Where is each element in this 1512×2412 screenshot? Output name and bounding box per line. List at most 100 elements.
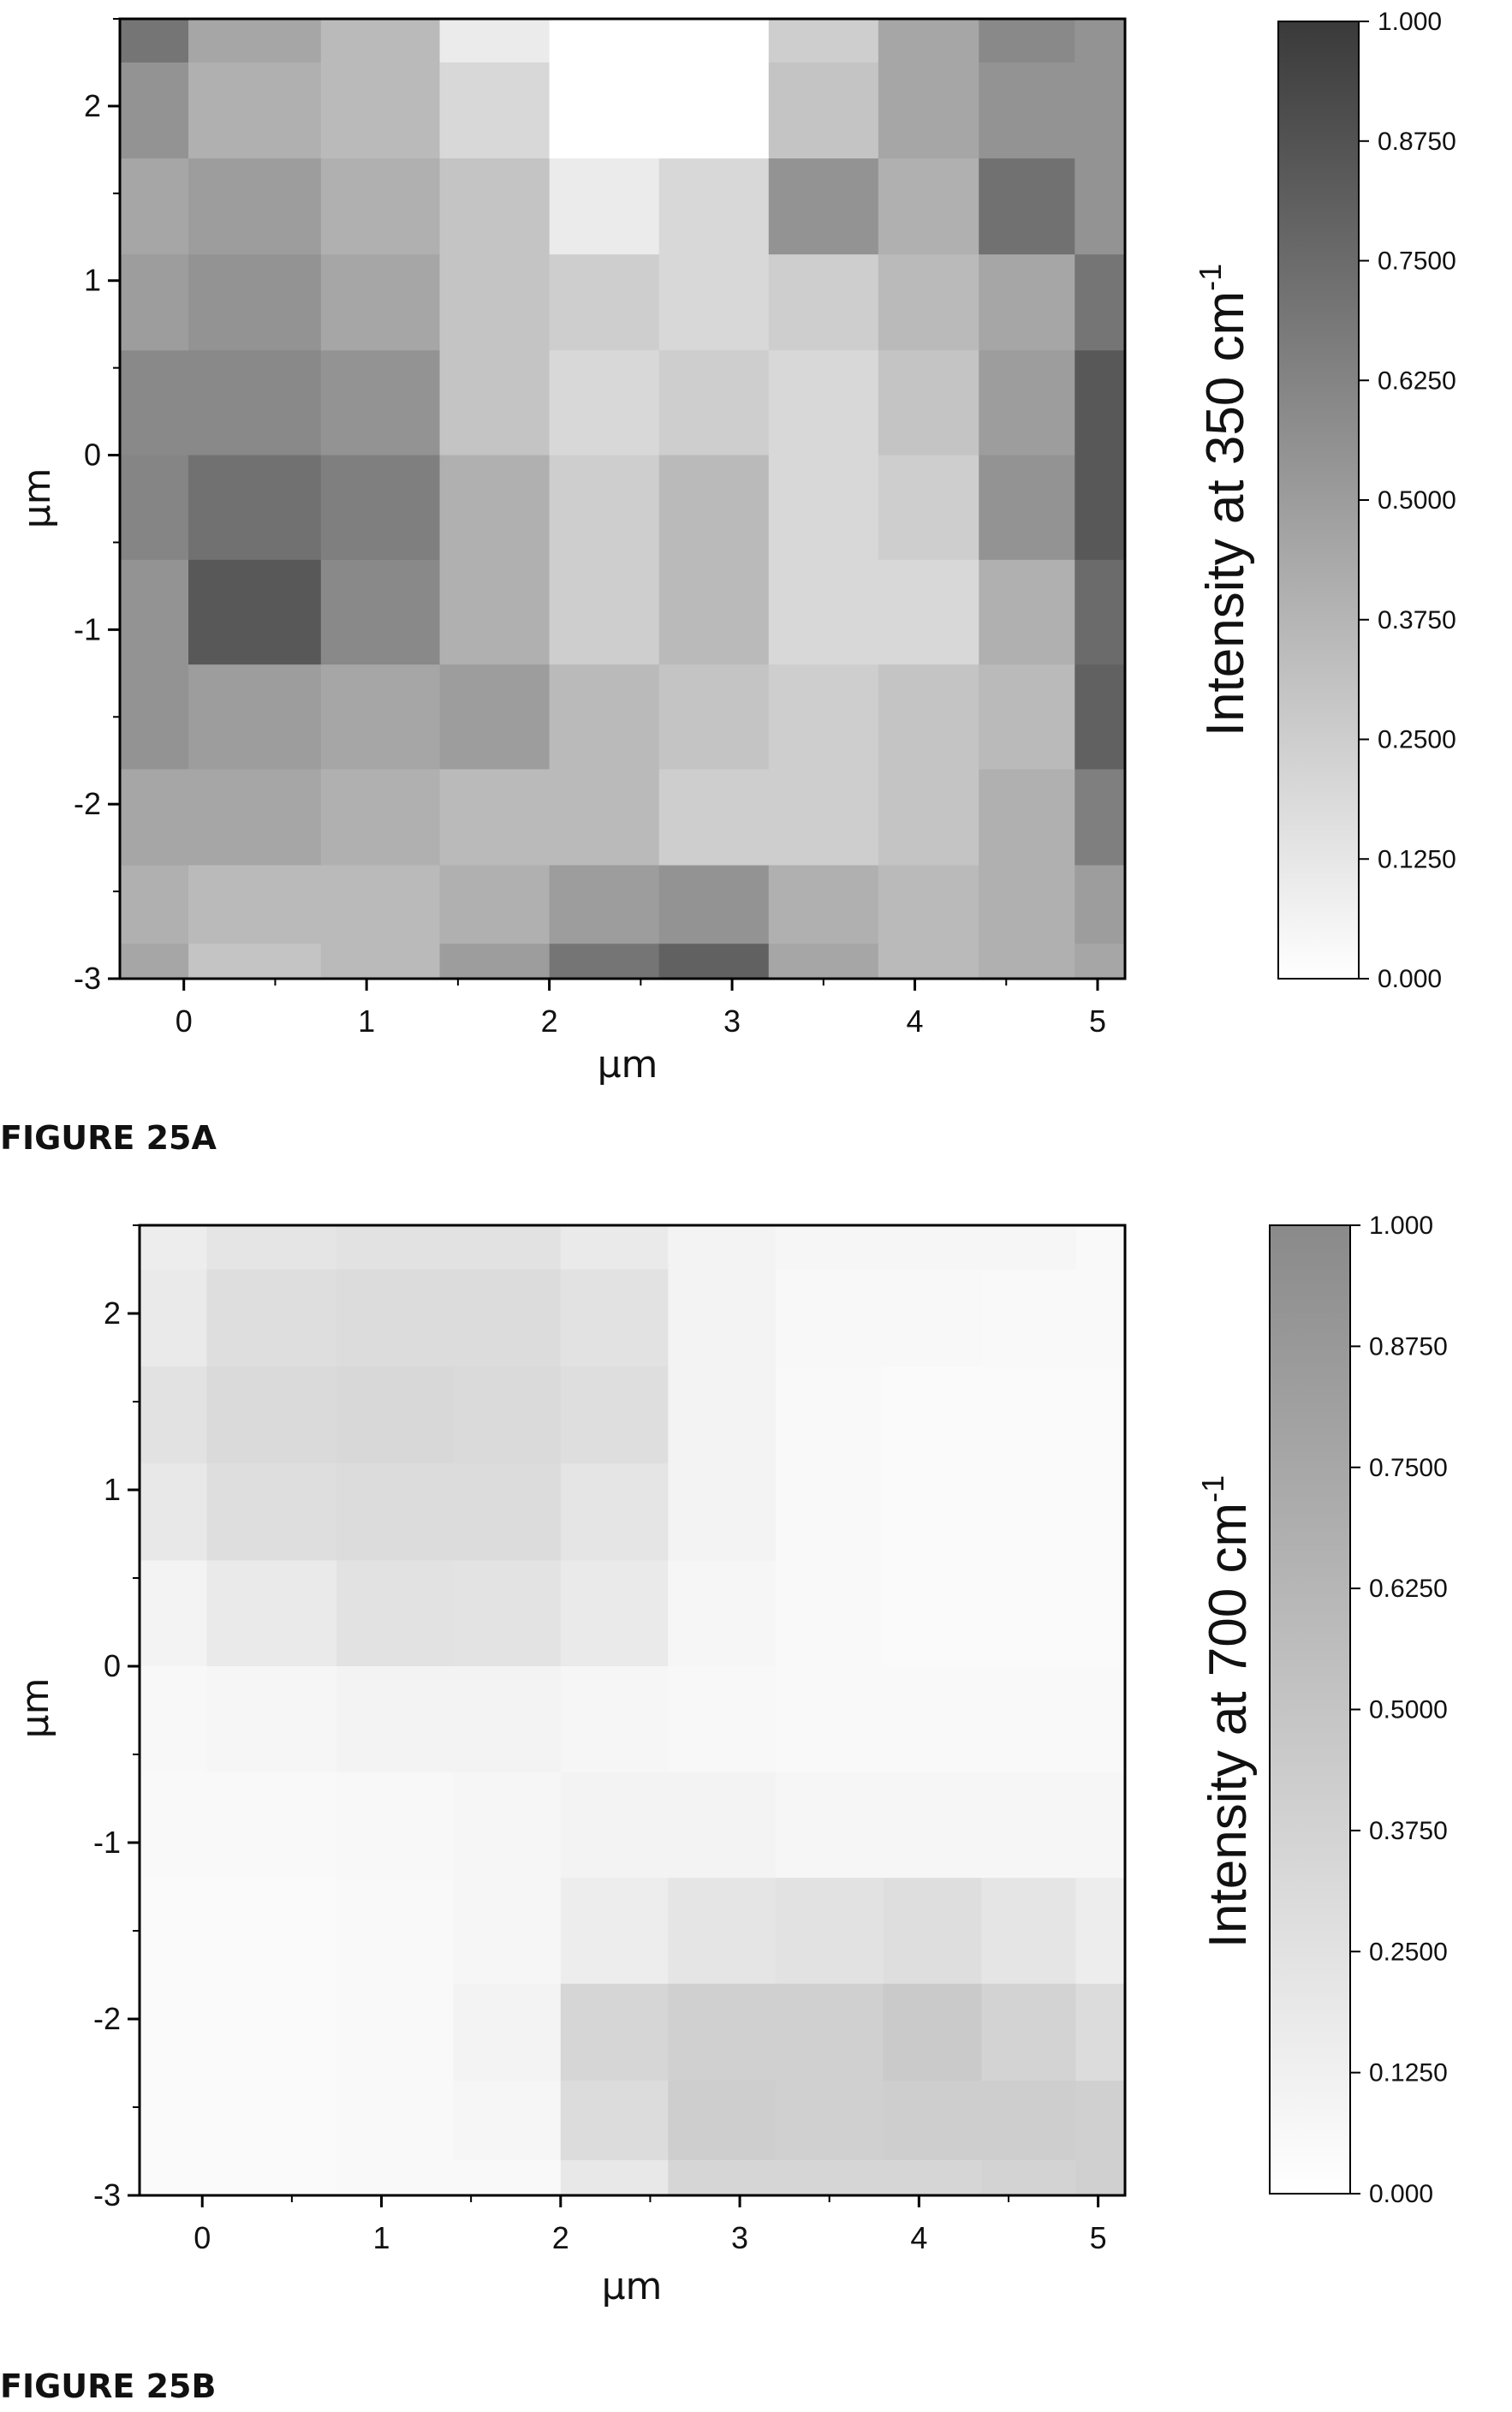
heatmap-cell [120,62,189,159]
heatmap-cell [140,1225,208,1271]
heatmap-cell [883,1560,983,1667]
heatmap-cell [336,1666,454,1773]
heatmap-cell [188,350,322,456]
colorbar-bar-25a [1277,21,1360,980]
heatmap-cell [140,1983,208,2081]
colorbar-25a: 1.000 0.8750 0.7500 0.6250 0.5000 0.3750 0.250… [1193,8,1456,993]
heatmap-cell [1075,1560,1126,1667]
colorbar-tick-label: 0.000 [1369,2180,1433,2208]
figure-label-25b: FIGURE 25B [0,2367,216,2405]
heatmap-cell [658,455,770,561]
heatmap-cell [206,2159,337,2196]
heatmap-cell [140,1878,208,1985]
heatmap-cell [883,2081,983,2161]
heatmap-cell [320,19,441,63]
heatmap-cell [878,865,979,944]
heatmap-cell [775,1666,884,1773]
colorbar-title-25b: Intensity at 700 cm-1 [1195,1475,1258,1948]
y-tick-label: -3 [74,961,101,996]
heatmap-cell [981,1463,1077,1561]
colorbar-tick-label: 0.6250 [1369,1575,1448,1603]
heatmap-cell [439,769,551,867]
heatmap-cell [206,1225,337,1271]
heatmap-cell [883,1366,983,1464]
heatmap-cell [775,2159,884,2196]
heatmap-cell [120,559,189,665]
heatmap-cell [336,2159,454,2196]
heatmap-cell [668,2159,777,2196]
colorbar-tick-label: 0.3750 [1378,606,1456,634]
heatmap-cell [1075,2159,1126,2196]
x-tick-label: 3 [731,2220,748,2255]
heatmap-cell [453,1269,562,1367]
panel-25b: 0 1 2 3 4 5 2 1 0 -1 -2 -3 μm μm 1.000 0.8750 0.7500… [0,1212,1448,2405]
heatmap-cell [439,664,551,771]
heatmap-cell [1075,1269,1126,1367]
colorbar-tick-label: 1.000 [1369,1212,1433,1240]
heatmap-cell [979,158,1075,255]
heatmap-cell [668,1463,777,1561]
heatmap-cell [658,19,770,63]
heatmap-cell [878,62,979,159]
heatmap-cell [336,1269,454,1367]
heatmap-cell [668,1983,777,2081]
colorbar-tick-label: 0.8750 [1369,1332,1448,1361]
heatmap-cell [560,1560,669,1667]
y-tick-label: -3 [93,2177,121,2212]
heatmap-cell [878,664,979,771]
heatmap-cell [668,1366,777,1464]
colorbar-title-text-25b: Intensity at 700 cm [1199,1503,1258,1948]
heatmap-cell [188,559,322,665]
heatmap-cell [883,1666,983,1773]
heatmap-cell [775,1772,884,1879]
heatmap-cell [140,2159,208,2196]
colorbar-tick-label: 0.1250 [1369,2059,1448,2087]
heatmap-cell [439,865,551,944]
plot-frame-25b [138,1224,1127,2197]
heatmap-cell [768,664,879,771]
heatmap-cell [658,664,770,771]
heatmap-cell [320,664,441,771]
y-tick-label: -2 [74,786,101,821]
heatmap-cell [336,1463,454,1561]
heatmap-cell [1074,19,1126,63]
heatmap-cell [336,1878,454,1985]
heatmap-cell [140,1560,208,1667]
colorbar-tick-label: 0.7500 [1369,1454,1448,1482]
colorbar-tick-label: 0.7500 [1378,247,1456,276]
heatmap-cell [206,1366,337,1464]
x-ticks-25a: 0 1 2 3 4 5 [176,979,1106,1039]
colorbar-tick-label: 0.2500 [1369,1938,1448,1966]
heatmap-cell [320,62,441,159]
heatmap-cell [206,1983,337,2081]
heatmap-cell [768,455,879,561]
heatmap-cell [439,455,551,561]
heatmap-cell [979,350,1075,456]
heatmap-cell [883,1269,983,1367]
heatmap-cell [1074,62,1126,159]
heatmap-cell [140,1772,208,1879]
heatmap-cell [1074,254,1126,351]
heatmap-cell [560,1225,669,1271]
heatmap-cell [878,158,979,255]
heatmap-cell [668,2081,777,2161]
heatmap-cell [120,455,189,561]
heatmap-cell [768,62,879,159]
colorbar-tick-label: 0.2500 [1378,726,1456,754]
heatmap-cell [775,1463,884,1561]
heatmap-cell [883,1878,983,1985]
heatmap-cell [560,1772,669,1879]
heatmap-cell [1074,664,1126,771]
y-ticks-25a: 2 1 0 -1 -2 -3 [74,18,120,996]
heatmap-cell [658,944,770,980]
heatmap-cell [453,1772,562,1879]
heatmap-cell [668,1666,777,1773]
heatmap-cell [981,1560,1077,1667]
heatmap-cell [320,865,441,944]
heatmap-cell [1074,944,1126,980]
heatmap-cell [1075,1366,1126,1464]
heatmap-cell [439,19,551,63]
heatmap-cell [560,1666,669,1773]
plot-area-25a [118,17,1127,980]
heatmap-cell [439,158,551,255]
